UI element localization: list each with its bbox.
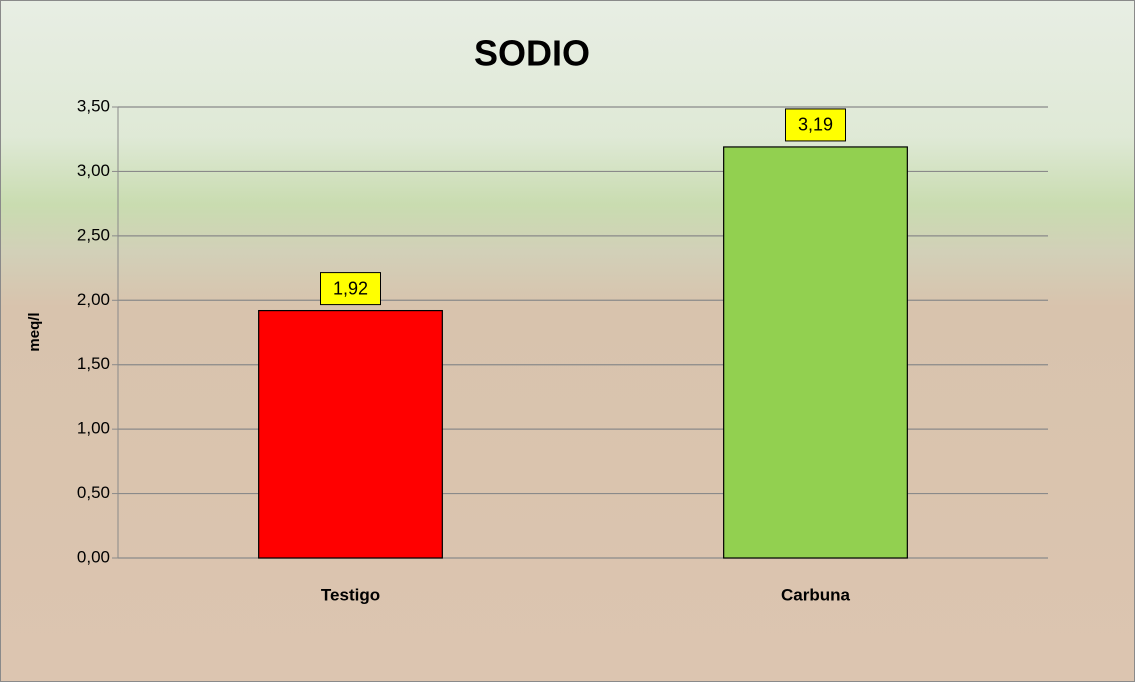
chart: SODIO meq/l 0,00 0,50 1,00 1,50 2,00 2,50 3,00… bbox=[0, 0, 1135, 682]
y-tick-label: 2,00 bbox=[77, 290, 110, 309]
chart-background bbox=[1, 1, 1135, 682]
y-tick-label: 1,00 bbox=[77, 419, 110, 438]
y-tick-label: 2,50 bbox=[77, 225, 110, 244]
bar bbox=[259, 311, 443, 558]
y-tick-label: 0,00 bbox=[77, 547, 110, 566]
y-tick-label: 3,50 bbox=[77, 96, 110, 115]
y-tick-label: 0,50 bbox=[77, 483, 110, 502]
bar bbox=[724, 147, 908, 558]
data-label: 3,19 bbox=[798, 115, 833, 135]
chart-title: SODIO bbox=[474, 33, 590, 74]
x-tick-label: Testigo bbox=[321, 585, 380, 604]
x-tick-label: Carbuna bbox=[781, 585, 851, 604]
y-tick-label: 1,50 bbox=[77, 354, 110, 373]
y-axis-label: meq/l bbox=[26, 312, 43, 351]
y-tick-label: 3,00 bbox=[77, 161, 110, 180]
data-label: 1,92 bbox=[333, 278, 368, 298]
